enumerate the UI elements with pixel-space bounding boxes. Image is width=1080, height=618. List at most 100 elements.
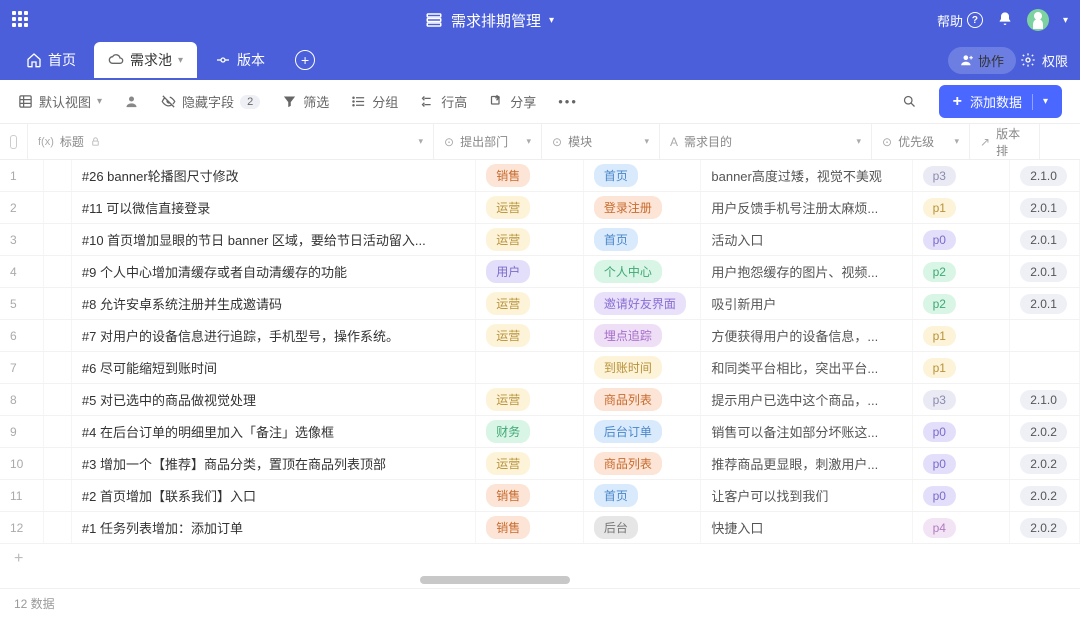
row-checkbox[interactable]	[44, 512, 72, 543]
cell-module[interactable]: 商品列表	[584, 448, 702, 479]
cell-module[interactable]: 到账时间	[584, 352, 702, 383]
nav-version[interactable]: 版本	[201, 42, 279, 78]
row-checkbox[interactable]	[44, 256, 72, 287]
filter-button[interactable]: 筛选	[282, 92, 329, 111]
table-row[interactable]: 9#4 在后台订单的明细里加入「备注」选像框财务后台订单销售可以备注如部分坏账这…	[0, 416, 1080, 448]
cell-priority[interactable]: p1	[913, 352, 1011, 383]
cell-dept[interactable]: 销售	[476, 480, 584, 511]
apps-menu-icon[interactable]	[12, 11, 30, 29]
cell-title[interactable]: #10 首页增加显眼的节日 banner 区域，要给节日活动留入...	[72, 224, 476, 255]
column-header-title[interactable]: f(x)标题▾	[28, 124, 434, 159]
user-avatar[interactable]	[1027, 9, 1049, 31]
nav-pool[interactable]: 需求池 ▾	[94, 42, 197, 78]
cell-title[interactable]: #9 个人中心增加清缓存或者自动清缓存的功能	[72, 256, 476, 287]
cell-purpose[interactable]: 活动入口	[701, 224, 912, 255]
cell-title[interactable]: #7 对用户的设备信息进行追踪，手机型号，操作系统。	[72, 320, 476, 351]
cell-purpose[interactable]: 和同类平台相比，突出平台...	[701, 352, 912, 383]
cell-priority[interactable]: p2	[913, 256, 1011, 287]
table-row[interactable]: 1#26 banner轮播图尺寸修改销售首页banner高度过矮，视觉不美观p3…	[0, 160, 1080, 192]
cell-version[interactable]: 2.0.1	[1010, 288, 1080, 319]
cell-version[interactable]: 2.0.2	[1010, 448, 1080, 479]
cell-priority[interactable]: p0	[913, 224, 1011, 255]
more-button[interactable]: •••	[558, 94, 578, 109]
cell-dept[interactable]: 用户	[476, 256, 584, 287]
table-row[interactable]: 5#8 允许安卓系统注册并生成邀请码运营邀请好友界面吸引新用户p22.0.1	[0, 288, 1080, 320]
cell-title[interactable]: #11 可以微信直接登录	[72, 192, 476, 223]
table-row[interactable]: 10#3 增加一个【推荐】商品分类，置顶在商品列表顶部运营商品列表推荐商品更显眼…	[0, 448, 1080, 480]
cell-module[interactable]: 首页	[584, 224, 702, 255]
cell-module[interactable]: 商品列表	[584, 384, 702, 415]
cell-title[interactable]: #1 任务列表增加：添加订单	[72, 512, 476, 543]
cell-purpose[interactable]: 方便获得用户的设备信息，...	[701, 320, 912, 351]
table-row[interactable]: 4#9 个人中心增加清缓存或者自动清缓存的功能用户个人中心用户抱怨缓存的图片、视…	[0, 256, 1080, 288]
cell-module[interactable]: 邀请好友界面	[584, 288, 702, 319]
column-header-dept[interactable]: ⊙提出部门▾	[434, 124, 542, 159]
cell-purpose[interactable]: 快捷入口	[701, 512, 912, 543]
row-checkbox[interactable]	[44, 416, 72, 447]
cell-priority[interactable]: p2	[913, 288, 1011, 319]
cell-purpose[interactable]: banner高度过矮，视觉不美观	[701, 160, 912, 191]
hide-fields-button[interactable]: 隐藏字段2	[161, 92, 260, 111]
cell-module[interactable]: 登录注册	[584, 192, 702, 223]
cell-version[interactable]: 2.0.1	[1010, 224, 1080, 255]
share-button[interactable]: 分享	[489, 92, 536, 111]
cell-title[interactable]: #3 增加一个【推荐】商品分类，置顶在商品列表顶部	[72, 448, 476, 479]
cell-title[interactable]: #5 对已选中的商品做视觉处理	[72, 384, 476, 415]
cell-module[interactable]: 首页	[584, 480, 702, 511]
cell-dept[interactable]: 运营	[476, 288, 584, 319]
row-checkbox[interactable]	[44, 192, 72, 223]
row-checkbox[interactable]	[44, 224, 72, 255]
cell-dept[interactable]	[476, 352, 584, 383]
add-row-button[interactable]: +	[0, 544, 1080, 574]
table-row[interactable]: 11#2 首页增加【联系我们】入口销售首页让客户可以找到我们p02.0.2	[0, 480, 1080, 512]
cell-priority[interactable]: p1	[913, 320, 1011, 351]
horizontal-scrollbar[interactable]	[0, 576, 1080, 588]
table-row[interactable]: 7#6 尽可能缩短到账时间到账时间和同类平台相比，突出平台...p1	[0, 352, 1080, 384]
cell-title[interactable]: #6 尽可能缩短到账时间	[72, 352, 476, 383]
row-checkbox[interactable]	[44, 288, 72, 319]
cell-priority[interactable]: p4	[913, 512, 1011, 543]
cell-dept[interactable]: 销售	[476, 512, 584, 543]
cell-module[interactable]: 首页	[584, 160, 702, 191]
cell-version[interactable]: 2.0.2	[1010, 416, 1080, 447]
row-checkbox[interactable]	[44, 320, 72, 351]
permissions-button[interactable]: 权限	[1020, 51, 1068, 70]
column-header-version[interactable]: ↗版本排	[970, 124, 1040, 159]
cell-dept[interactable]: 运营	[476, 448, 584, 479]
add-tab-button[interactable]: +	[295, 50, 315, 70]
notifications-icon[interactable]	[997, 11, 1013, 30]
select-all-checkbox[interactable]	[0, 124, 28, 159]
cell-purpose[interactable]: 用户抱怨缓存的图片、视频...	[701, 256, 912, 287]
cell-version[interactable]: 2.1.0	[1010, 160, 1080, 191]
row-checkbox[interactable]	[44, 160, 72, 191]
help-link[interactable]: 帮助?	[937, 11, 983, 30]
nav-home[interactable]: 首页	[12, 42, 90, 78]
cell-priority[interactable]: p0	[913, 416, 1011, 447]
column-header-priority[interactable]: ⊙优先级▾	[872, 124, 970, 159]
row-checkbox[interactable]	[44, 384, 72, 415]
cell-title[interactable]: #2 首页增加【联系我们】入口	[72, 480, 476, 511]
cell-purpose[interactable]: 吸引新用户	[701, 288, 912, 319]
cell-version[interactable]: 2.0.1	[1010, 256, 1080, 287]
table-row[interactable]: 2#11 可以微信直接登录运营登录注册用户反馈手机号注册太麻烦...p12.0.…	[0, 192, 1080, 224]
cell-version[interactable]	[1010, 352, 1080, 383]
cell-purpose[interactable]: 用户反馈手机号注册太麻烦...	[701, 192, 912, 223]
table-row[interactable]: 8#5 对已选中的商品做视觉处理运营商品列表提示用户已选中这个商品，...p32…	[0, 384, 1080, 416]
cell-priority[interactable]: p3	[913, 384, 1011, 415]
table-row[interactable]: 6#7 对用户的设备信息进行追踪，手机型号，操作系统。运营埋点追踪方便获得用户的…	[0, 320, 1080, 352]
cell-dept[interactable]: 运营	[476, 384, 584, 415]
group-button[interactable]: 分组	[351, 92, 398, 111]
row-checkbox[interactable]	[44, 480, 72, 511]
table-row[interactable]: 12#1 任务列表增加：添加订单销售后台快捷入口p42.0.2	[0, 512, 1080, 544]
cell-version[interactable]: 2.0.2	[1010, 512, 1080, 543]
cell-module[interactable]: 埋点追踪	[584, 320, 702, 351]
collaborate-button[interactable]: 协作	[948, 47, 1016, 74]
cell-purpose[interactable]: 推荐商品更显眼，刺激用户...	[701, 448, 912, 479]
cell-title[interactable]: #4 在后台订单的明细里加入「备注」选像框	[72, 416, 476, 447]
column-header-purpose[interactable]: A需求目的▾	[660, 124, 872, 159]
cell-version[interactable]: 2.0.2	[1010, 480, 1080, 511]
column-header-module[interactable]: ⊙模块▾	[542, 124, 660, 159]
add-data-button[interactable]: +添加数据▾	[939, 85, 1062, 118]
view-selector[interactable]: 默认视图▾	[18, 92, 102, 111]
cell-priority[interactable]: p0	[913, 448, 1011, 479]
